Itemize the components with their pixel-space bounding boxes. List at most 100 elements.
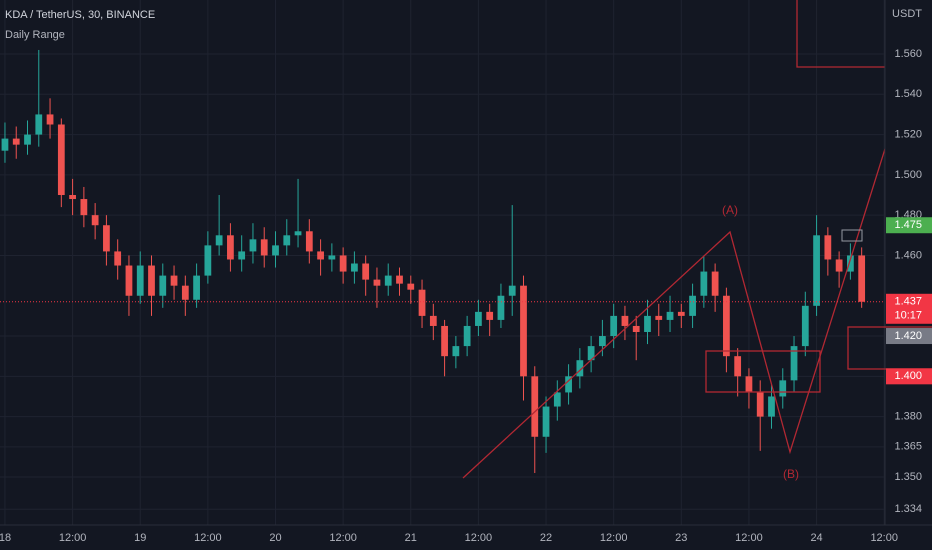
- candle-body: [339, 255, 347, 272]
- candle-body: [24, 134, 31, 145]
- candle-body: [452, 346, 460, 357]
- candle-body: [475, 311, 482, 326]
- candle-body: [801, 305, 809, 347]
- price-tag: [886, 368, 932, 385]
- candle-body: [508, 285, 516, 296]
- trend-lines: [462, 116, 896, 479]
- x-tick-label: 12:00: [735, 532, 763, 544]
- countdown: 10:17: [894, 310, 922, 322]
- candle-body: [700, 271, 708, 296]
- candle-body: [148, 265, 155, 296]
- candle-body: [317, 251, 324, 260]
- candle-body: [80, 199, 88, 216]
- x-tick-label: 24: [810, 532, 822, 544]
- candle-body: [91, 215, 99, 226]
- candle-body: [497, 295, 505, 320]
- candle-body: [407, 283, 415, 290]
- candle-body: [294, 231, 302, 236]
- candle-body: [384, 275, 392, 286]
- candle-body: [689, 295, 696, 316]
- candle-body: [283, 235, 291, 246]
- annotation: (B): [783, 467, 799, 481]
- y-tick-label: 1.460: [894, 249, 922, 261]
- x-tick-label: 12:00: [59, 532, 87, 544]
- candle-body: [542, 406, 550, 437]
- price-tag-label: 1.437: [894, 296, 922, 308]
- candle-body: [632, 325, 640, 333]
- y-tick-label: 1.350: [894, 471, 922, 483]
- price-tag: [886, 217, 932, 234]
- candle-body: [621, 315, 629, 326]
- candle-body: [272, 245, 279, 256]
- candle-body: [599, 336, 606, 347]
- candle-body: [768, 396, 775, 417]
- candle-body: [813, 235, 820, 306]
- candle-body: [655, 315, 663, 320]
- candle-body: [418, 289, 426, 316]
- candle-body: [396, 275, 403, 284]
- y-tick-label: 1.365: [894, 441, 922, 453]
- x-tick-label: 23: [675, 532, 687, 544]
- candle-body: [12, 138, 20, 145]
- candle-body: [666, 311, 674, 320]
- candle-body: [328, 255, 336, 260]
- price-tag-label: 1.475: [894, 219, 922, 231]
- annotation: (A): [722, 203, 738, 217]
- y-tick-label: 1.500: [894, 169, 922, 181]
- y-axis-label: USDT: [892, 8, 922, 20]
- candle-body: [858, 255, 866, 302]
- candle-body: [756, 392, 764, 417]
- y-tick-label: 1.380: [894, 411, 922, 423]
- candle-body: [847, 255, 854, 272]
- candle-body: [305, 231, 313, 252]
- candle-body: [114, 251, 122, 266]
- x-tick-label: 19: [134, 532, 146, 544]
- candle-body: [238, 251, 246, 260]
- candle-body: [610, 315, 618, 337]
- candle-body: [204, 245, 212, 276]
- candle-body: [779, 380, 787, 397]
- candle-body: [565, 376, 572, 393]
- x-tick-label: 12:00: [870, 532, 898, 544]
- candle-body: [69, 195, 76, 200]
- price-axis: [885, 0, 932, 550]
- chart-title: KDA / TetherUS, 30, BINANCE: [5, 9, 155, 21]
- candle-body: [441, 325, 448, 357]
- candle-body: [1, 138, 9, 151]
- price-tag-label: 1.400: [894, 370, 922, 382]
- indicator-label: Daily Range: [5, 29, 65, 41]
- price-tags: 1.475 1.420 1.400 1.437 10:17: [0, 217, 932, 385]
- candle-body: [57, 124, 65, 196]
- candle-body: [215, 235, 223, 246]
- candle-body: [553, 392, 561, 407]
- y-tick-label: 1.334: [894, 503, 922, 515]
- candle-body: [46, 114, 54, 125]
- candle-body: [587, 346, 595, 361]
- drawings: (A) (B): [462, 0, 896, 481]
- candle-body: [723, 295, 730, 357]
- x-tick-label: 21: [405, 532, 417, 544]
- candle-body: [249, 239, 257, 252]
- candle-body: [486, 311, 494, 320]
- x-tick-label: 18: [0, 532, 11, 544]
- candle-body: [193, 275, 200, 300]
- candle-body: [227, 235, 234, 260]
- y-tick-label: 1.520: [894, 128, 922, 140]
- candle-body: [362, 263, 370, 280]
- candle-body: [644, 315, 651, 333]
- candle-body: [677, 311, 685, 316]
- candle-body: [351, 263, 358, 272]
- x-tick-label: 22: [540, 532, 552, 544]
- candle-body: [463, 325, 471, 347]
- candle-body: [790, 346, 798, 381]
- candle-body: [824, 235, 832, 260]
- x-tick-label: 12:00: [194, 532, 222, 544]
- price-tag: [886, 293, 932, 324]
- range-box: [705, 350, 821, 393]
- candle-body: [136, 265, 144, 296]
- candle-body: [373, 279, 381, 286]
- price-tag: [886, 328, 932, 345]
- small-box: [841, 229, 863, 242]
- candle-body: [125, 265, 133, 296]
